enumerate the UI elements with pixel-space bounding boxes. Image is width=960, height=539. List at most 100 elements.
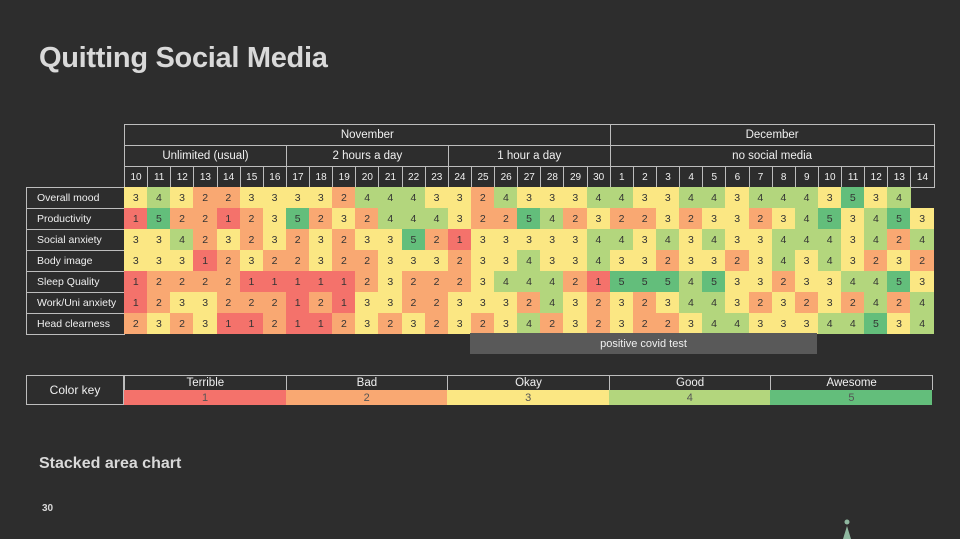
table-cell: 5 (887, 208, 911, 229)
table-cell: 4 (587, 250, 611, 271)
table-cell: 3 (147, 313, 171, 334)
table-cell: 4 (864, 208, 888, 229)
color-key-swatch: 3 (447, 390, 609, 405)
row-label: Body image (26, 250, 125, 272)
table-cell: 4 (772, 250, 796, 271)
day-header: 14 (910, 166, 934, 188)
table-cell: 3 (494, 229, 518, 250)
month-header: December (610, 124, 935, 146)
table-cell: 3 (309, 250, 333, 271)
table-cell: 3 (332, 208, 356, 229)
table-cell: 5 (517, 208, 541, 229)
table-cell: 4 (378, 208, 402, 229)
section-subtitle: Stacked area chart (39, 455, 181, 473)
table-cell: 2 (425, 313, 449, 334)
table-cell: 2 (147, 292, 171, 313)
table-cell: 4 (702, 292, 726, 313)
day-header: 7 (749, 166, 773, 188)
table-cell: 3 (517, 229, 541, 250)
table-cell: 3 (448, 187, 472, 208)
day-header: 5 (702, 166, 726, 188)
table-cell: 1 (286, 292, 310, 313)
table-cell: 2 (402, 292, 426, 313)
table-cell: 1 (286, 271, 310, 292)
table-cell: 2 (633, 313, 657, 334)
day-header: 11 (147, 166, 171, 188)
table-cell: 3 (633, 229, 657, 250)
table-cell: 2 (193, 187, 217, 208)
table-cell: 3 (725, 292, 749, 313)
table-cell: 3 (170, 292, 194, 313)
table-cell: 4 (378, 187, 402, 208)
row-label: Productivity (26, 208, 125, 230)
table-cell: 5 (656, 271, 680, 292)
table-cell: 3 (772, 208, 796, 229)
table-cell: 4 (679, 292, 703, 313)
table-cell: 3 (124, 229, 148, 250)
day-header: 30 (587, 166, 611, 188)
phase-header: 1 hour a day (448, 145, 611, 167)
table-cell: 3 (795, 271, 819, 292)
table-cell: 4 (702, 313, 726, 334)
table-cell: 2 (355, 250, 379, 271)
page-number: 30 (42, 503, 53, 514)
day-header: 27 (517, 166, 541, 188)
table-cell: 3 (471, 250, 495, 271)
color-key-name: Awesome (770, 375, 933, 390)
table-cell: 3 (864, 187, 888, 208)
table-cell: 4 (749, 187, 773, 208)
table-cell: 4 (610, 229, 634, 250)
table-cell: 1 (448, 229, 472, 250)
table-cell: 2 (355, 208, 379, 229)
phase-header: no social media (610, 145, 935, 167)
table-cell: 3 (910, 208, 934, 229)
day-header: 13 (193, 166, 217, 188)
color-key-name: Good (609, 375, 772, 390)
table-cell: 3 (355, 229, 379, 250)
day-header: 16 (263, 166, 287, 188)
table-cell: 2 (240, 229, 264, 250)
day-header: 24 (448, 166, 472, 188)
day-header: 26 (494, 166, 518, 188)
table-cell: 2 (217, 250, 241, 271)
color-key-label: Color key (26, 375, 124, 405)
table-cell: 2 (425, 229, 449, 250)
day-header: 14 (217, 166, 241, 188)
table-cell: 3 (749, 271, 773, 292)
table-cell: 2 (471, 187, 495, 208)
table-cell: 3 (378, 292, 402, 313)
table-cell: 4 (887, 187, 911, 208)
table-cell: 3 (448, 313, 472, 334)
table-cell: 3 (679, 229, 703, 250)
table-cell: 3 (725, 187, 749, 208)
table-cell: 2 (425, 271, 449, 292)
month-header: November (124, 124, 611, 146)
table-cell: 4 (818, 229, 842, 250)
table-cell: 1 (286, 313, 310, 334)
table-cell: 2 (749, 208, 773, 229)
table-cell: 2 (170, 271, 194, 292)
table-cell: 3 (170, 250, 194, 271)
table-cell: 4 (910, 313, 934, 334)
table-cell: 4 (517, 271, 541, 292)
table-cell: 3 (147, 250, 171, 271)
table-cell: 2 (587, 313, 611, 334)
day-header: 9 (795, 166, 819, 188)
table-cell: 3 (749, 313, 773, 334)
table-cell: 2 (332, 229, 356, 250)
table-cell: 2 (656, 250, 680, 271)
table-cell: 2 (217, 271, 241, 292)
table-cell: 4 (841, 271, 865, 292)
table-cell: 2 (633, 208, 657, 229)
row-label: Overall mood (26, 187, 125, 209)
table-cell: 3 (494, 292, 518, 313)
table-cell: 3 (263, 208, 287, 229)
color-key-name: Okay (447, 375, 610, 390)
table-cell: 3 (540, 250, 564, 271)
table-cell: 2 (170, 313, 194, 334)
table-cell: 2 (124, 313, 148, 334)
table-cell: 2 (217, 187, 241, 208)
table-cell: 4 (795, 229, 819, 250)
table-cell: 5 (841, 187, 865, 208)
table-cell: 4 (402, 208, 426, 229)
